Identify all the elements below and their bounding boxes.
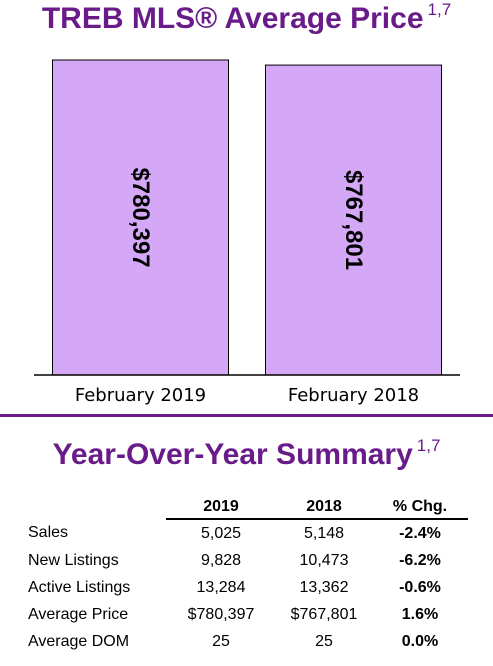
category-label: February 2018	[288, 385, 419, 406]
summary-footnote: 1,7	[416, 436, 441, 455]
value-2019: 25	[212, 632, 230, 650]
row-label: Average Price	[28, 605, 129, 623]
pct-change: 0.0%	[401, 632, 439, 650]
bar-february-2018	[265, 64, 442, 376]
table-row: Active Listings 13,284 13,362 -0.6%	[28, 574, 468, 601]
header-2019: 2019	[166, 498, 276, 520]
bar-value-label: $780,397	[127, 167, 154, 267]
value-2018: 13,362	[299, 578, 349, 596]
row-label: Average DOM	[28, 632, 130, 650]
pct-change: -2.4%	[399, 524, 441, 542]
pct-change: 1.6%	[401, 605, 439, 623]
value-2019: $780,397	[187, 605, 255, 623]
header-blank	[28, 498, 166, 519]
table-row: Average DOM 25 25 0.0%	[28, 628, 468, 655]
value-2018: 25	[315, 632, 333, 650]
value-2018: 10,473	[299, 551, 349, 569]
section-divider	[0, 414, 493, 417]
summary-title: Year-Over-Year Summary 1,7	[52, 436, 441, 471]
pct-change: -6.2%	[399, 551, 441, 569]
table-row: Average Price $780,397 $767,801 1.6%	[28, 601, 468, 628]
value-2019: 5,025	[200, 524, 242, 542]
row-label: Active Listings	[28, 578, 131, 596]
value-2019: 9,828	[200, 551, 242, 569]
title-footnote: 1,7	[427, 0, 452, 19]
table-row: Sales 5,025 5,148 -2.4%	[28, 519, 468, 547]
row-label: New Listings	[28, 551, 119, 569]
header-2018: 2018	[276, 498, 372, 520]
table-row: New Listings 9,828 10,473 -6.2%	[28, 547, 468, 574]
summary-header-row: 2019 2018 % Chg.	[28, 498, 468, 520]
summary-table: 2019 2018 % Chg. Sales 5,025 5,148 -2.4%…	[28, 498, 468, 655]
bar-february-2019	[52, 59, 229, 376]
chart-title: TREB MLS® Average Price 1,7	[41, 0, 452, 35]
bar-value-label: $767,801	[340, 170, 367, 270]
header-pct-chg: % Chg.	[372, 498, 468, 520]
value-2019: 13,284	[196, 578, 246, 596]
value-2018: $767,801	[290, 605, 358, 623]
pct-change: -0.6%	[399, 578, 441, 596]
row-label: Sales	[28, 524, 69, 541]
average-price-chart: $780,397 February 2019 $767,801 February 20…	[34, 59, 460, 406]
value-2018: 5,148	[303, 524, 345, 542]
category-label: February 2019	[75, 385, 206, 406]
